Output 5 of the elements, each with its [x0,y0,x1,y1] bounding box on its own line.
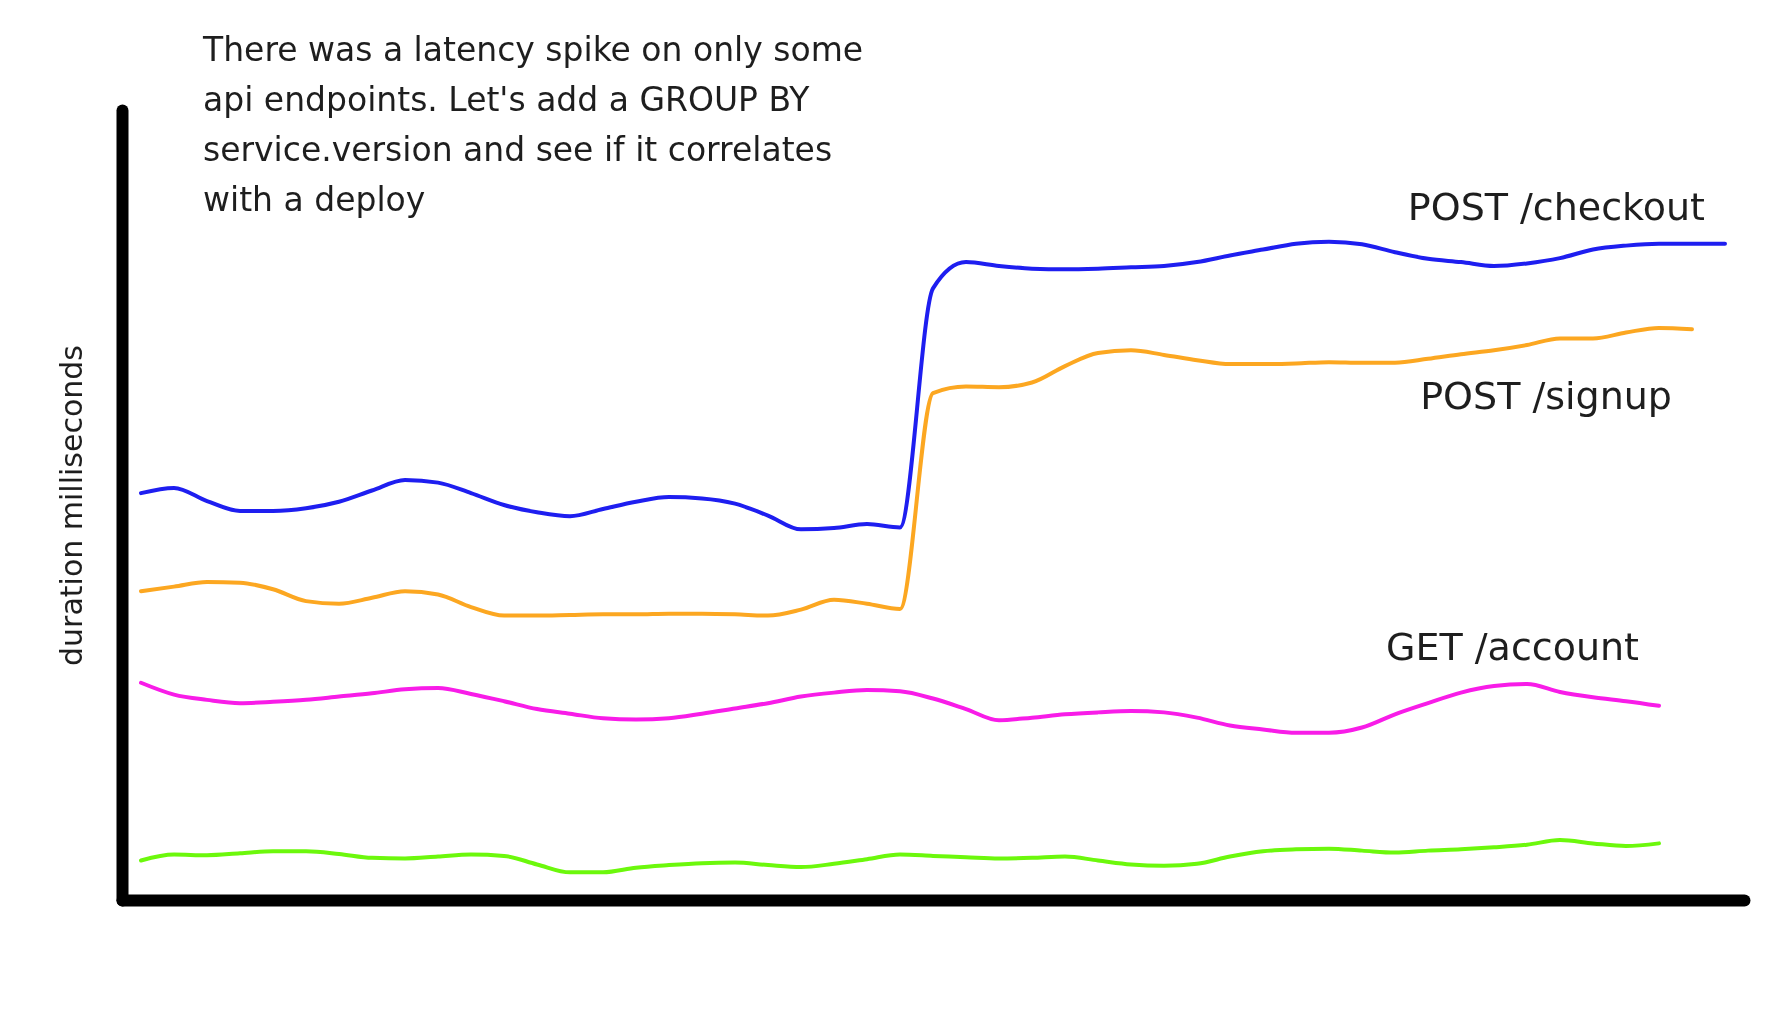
series-label: POST /signup [1420,373,1672,418]
y-axis-title: duration milliseconds [53,345,89,666]
series-label: GET /account [1386,625,1639,670]
series-label: POST /checkout [1407,184,1705,229]
text: There was a latency spike on only some api endpoints. Let's add a GROUP BY service.version and see if it correlates with a deploy [202,30,864,219]
